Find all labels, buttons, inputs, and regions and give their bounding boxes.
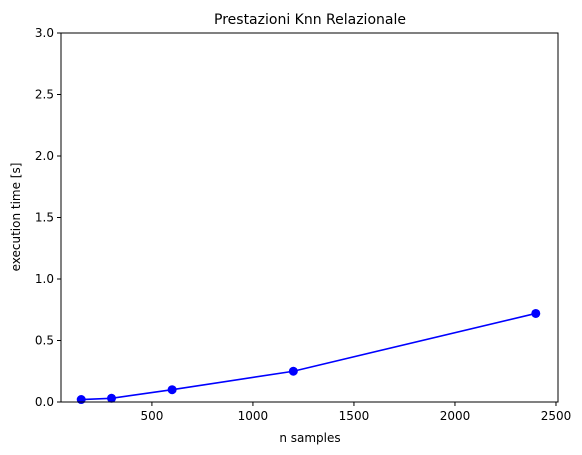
x-tick-label: 2500 <box>541 409 572 423</box>
y-tick-label: 0.0 <box>35 395 54 409</box>
x-tick-label: 500 <box>140 409 163 423</box>
y-tick-label: 2.5 <box>35 88 54 102</box>
x-axis-label: n samples <box>279 431 340 445</box>
x-tick-label: 1000 <box>238 409 269 423</box>
y-tick-label: 1.5 <box>35 211 54 225</box>
data-point <box>76 395 86 405</box>
y-tick-label: 0.5 <box>35 334 54 348</box>
y-tick-label: 1.0 <box>35 272 54 286</box>
x-tick-label: 1500 <box>339 409 370 423</box>
series-layer <box>76 308 541 405</box>
y-axis-label: execution time [s] <box>9 163 23 272</box>
y-tick-label: 2.0 <box>35 149 54 163</box>
chart-title: Prestazioni Knn Relazionale <box>214 12 406 28</box>
plot-frame <box>60 32 559 403</box>
x-tick-label: 2000 <box>440 409 471 423</box>
data-point <box>167 385 177 395</box>
data-point <box>288 366 298 376</box>
data-point <box>107 393 117 403</box>
y-tick-label: 3.0 <box>35 26 54 40</box>
series-line <box>81 312 536 401</box>
ticks-layer: 500 1000 1500 2000 2500 0.0 0.5 1.0 1.5 2.0 2.5 3.0 <box>35 26 571 423</box>
data-point <box>531 308 541 318</box>
